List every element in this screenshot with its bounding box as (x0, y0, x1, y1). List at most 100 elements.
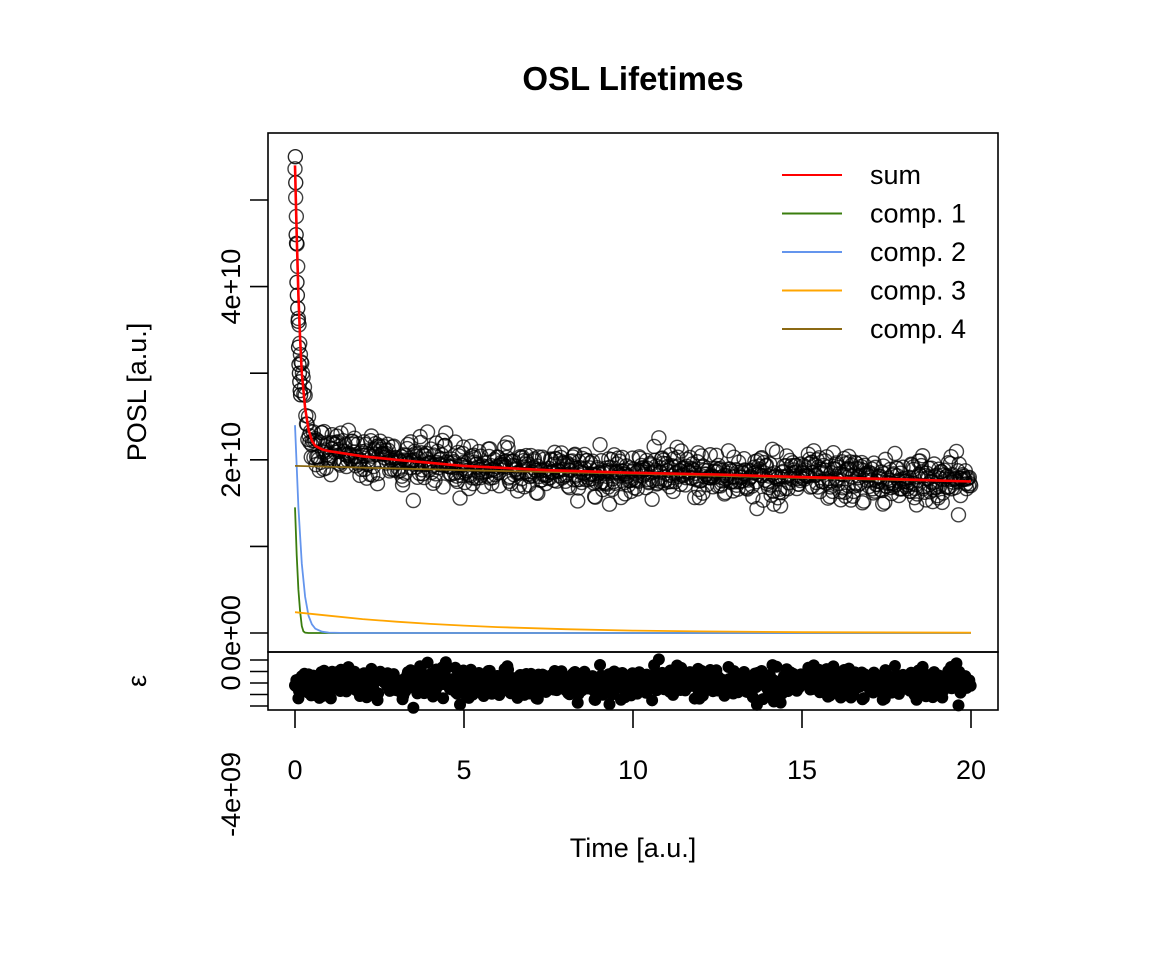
data-point (333, 425, 349, 441)
data-point (661, 479, 678, 495)
x-axis: 0 5 10 15 20 (287, 710, 986, 785)
data-point (669, 439, 685, 456)
series-line-sum (293, 165, 972, 483)
residual-point (454, 698, 467, 711)
residual-point (774, 696, 787, 709)
legend-label: comp. 1 (870, 199, 966, 229)
data-point (785, 455, 801, 471)
data-point (756, 465, 773, 481)
data-point (962, 477, 979, 494)
data-point (463, 438, 479, 454)
data-point (780, 481, 796, 497)
data-point (437, 437, 453, 454)
residual-point (594, 658, 607, 671)
series-line-comp-2 (294, 425, 971, 634)
residual-point (888, 659, 901, 672)
data-point (687, 489, 703, 506)
data-point (961, 469, 978, 486)
data-point (438, 425, 454, 441)
y-tick-label: 2e+10 (216, 422, 246, 498)
data-point (644, 491, 660, 507)
data-point (854, 495, 871, 511)
data-point (755, 492, 771, 508)
y-tick-label: 0e+00 (216, 595, 246, 671)
data-point (314, 425, 330, 441)
data-point (690, 445, 706, 461)
data-point (418, 445, 434, 462)
x-axis-label: Time [a.u.] (570, 833, 697, 863)
data-point (394, 477, 411, 493)
residual-point (437, 692, 450, 705)
data-point (764, 441, 781, 458)
data-point (705, 479, 721, 495)
residual-point (916, 660, 929, 673)
residual-point (770, 660, 783, 673)
chart-title: OSL Lifetimes (522, 60, 743, 97)
y-axis-residual: -4e+09 0 (216, 659, 268, 837)
data-point (745, 489, 761, 505)
x-tick-label: 5 (456, 755, 471, 785)
data-point (587, 489, 603, 505)
data-point (651, 430, 667, 446)
data-point (875, 496, 891, 512)
data-point (530, 485, 546, 502)
data-point (887, 445, 903, 462)
data-point (369, 475, 386, 492)
residual-point (493, 689, 506, 702)
data-point (815, 464, 831, 481)
legend-label: sum (870, 160, 921, 190)
data-point (930, 490, 946, 506)
data-point (843, 492, 859, 508)
data-point (770, 490, 786, 506)
residual-point (857, 692, 870, 705)
residual-y-tick-label: -4e+09 (216, 752, 246, 837)
series-line-comp-1 (294, 507, 971, 634)
data-point (749, 500, 765, 517)
legend-label: comp. 3 (870, 276, 966, 306)
residual-point (324, 692, 337, 705)
data-point (918, 492, 934, 508)
data-point (948, 443, 965, 460)
data-point (726, 449, 742, 465)
data-point (756, 454, 772, 471)
data-point (908, 497, 925, 513)
residual-points (289, 653, 977, 714)
data-point (340, 422, 357, 438)
data-point (592, 436, 608, 453)
residual-point (652, 653, 665, 666)
y-axis-main: 0e+00 2e+10 4e+10 (216, 199, 268, 671)
legend: sum comp. 1 comp. 2 comp. 3 comp. 4 (782, 160, 966, 344)
data-point (455, 439, 472, 455)
data-point (695, 485, 711, 501)
data-point (405, 492, 422, 509)
data-point (499, 435, 516, 451)
data-point (691, 489, 708, 506)
data-point (419, 424, 436, 440)
x-tick-label: 20 (956, 755, 986, 785)
residual-point (372, 687, 385, 700)
data-point (613, 489, 629, 506)
data-point (914, 448, 931, 464)
residual-point (407, 701, 420, 714)
data-point (913, 457, 929, 474)
data-point (833, 492, 849, 508)
data-point (856, 493, 872, 509)
data-point (950, 507, 967, 523)
series-line-comp-3 (294, 611, 972, 634)
data-point (601, 496, 618, 512)
x-tick-label: 15 (787, 755, 817, 785)
legend-label: comp. 4 (870, 314, 966, 344)
residual-point (571, 696, 584, 709)
data-point (287, 148, 304, 165)
data-point (702, 447, 718, 463)
y-axis-label: POSL [a.u.] (122, 323, 152, 462)
data-point (837, 488, 854, 504)
data-point (570, 493, 586, 509)
data-point (768, 444, 785, 460)
data-point (425, 475, 441, 492)
fit-lines (293, 165, 972, 634)
data-point (693, 448, 710, 464)
data-point (412, 428, 428, 445)
residual-point (952, 699, 965, 712)
